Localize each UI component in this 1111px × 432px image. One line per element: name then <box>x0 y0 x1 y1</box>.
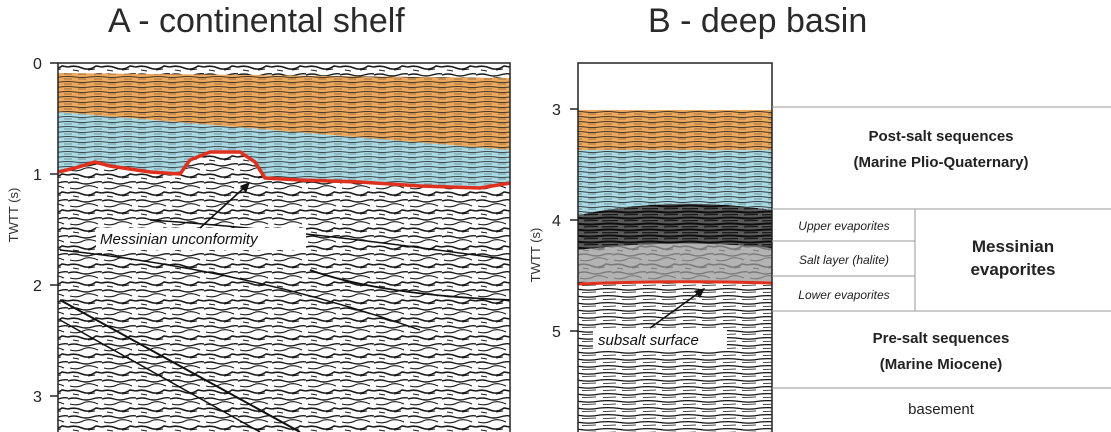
panel-a-title: A - continental shelf <box>108 2 405 40</box>
arrow-icon <box>240 182 250 193</box>
panel-a-axis-label: TWTT (s) <box>6 188 21 243</box>
panel-b-tick-5: 5 <box>552 324 561 341</box>
panel-a-annotation: Messinian unconformity <box>96 182 306 250</box>
panel-a-tick-1: 1 <box>33 167 42 184</box>
stratigraphic-column <box>772 106 1111 389</box>
panel-b-axis-label: TWTT (s) <box>528 228 543 283</box>
panel-b-seismic-section <box>578 63 772 432</box>
post-salt-label-line1: Post-salt sequences <box>868 128 1013 145</box>
panel-b-title: B - deep basin <box>648 2 868 40</box>
basement-label: basement <box>908 401 975 418</box>
post-salt-label-line2: (Marine Plio-Quaternary) <box>853 154 1028 171</box>
upper-evaporites-label: Upper evaporites <box>798 219 889 233</box>
panel-b-frame <box>577 62 773 432</box>
messinian-unconformity-horizon <box>58 150 510 190</box>
messinian-unconformity-label: Messinian unconformity <box>100 231 259 248</box>
messinian-evaporites-label-line1: Messinian <box>972 237 1054 256</box>
panel-a-y-axis: 0 1 2 3 TWTT (s) <box>6 56 58 406</box>
lower-evaporites-label: Lower evaporites <box>798 288 889 302</box>
panel-a-tick-0: 0 <box>33 56 42 73</box>
panel-b-annotation: subsalt surface <box>593 288 727 350</box>
panel-a-frame <box>57 62 511 432</box>
panel-b-tick-4: 4 <box>552 213 561 230</box>
panel-b-tick-3: 3 <box>552 102 561 119</box>
subsalt-surface-horizon <box>578 280 772 286</box>
panel-a-tick-3: 3 <box>33 389 42 406</box>
messinian-evaporites-label-line2: evaporites <box>970 260 1055 279</box>
panel-b-pre-salt-beds <box>578 280 772 432</box>
arrow-icon <box>694 288 705 298</box>
pre-salt-label-line1: Pre-salt sequences <box>873 330 1010 347</box>
panel-a-tick-2: 2 <box>33 278 42 295</box>
pre-salt-label-line2: (Marine Miocene) <box>880 356 1003 373</box>
subsalt-surface-label: subsalt surface <box>598 332 699 349</box>
panel-b-y-axis: 3 4 5 TWTT (s) <box>528 102 578 341</box>
salt-layer-label: Salt layer (halite) <box>799 253 889 267</box>
